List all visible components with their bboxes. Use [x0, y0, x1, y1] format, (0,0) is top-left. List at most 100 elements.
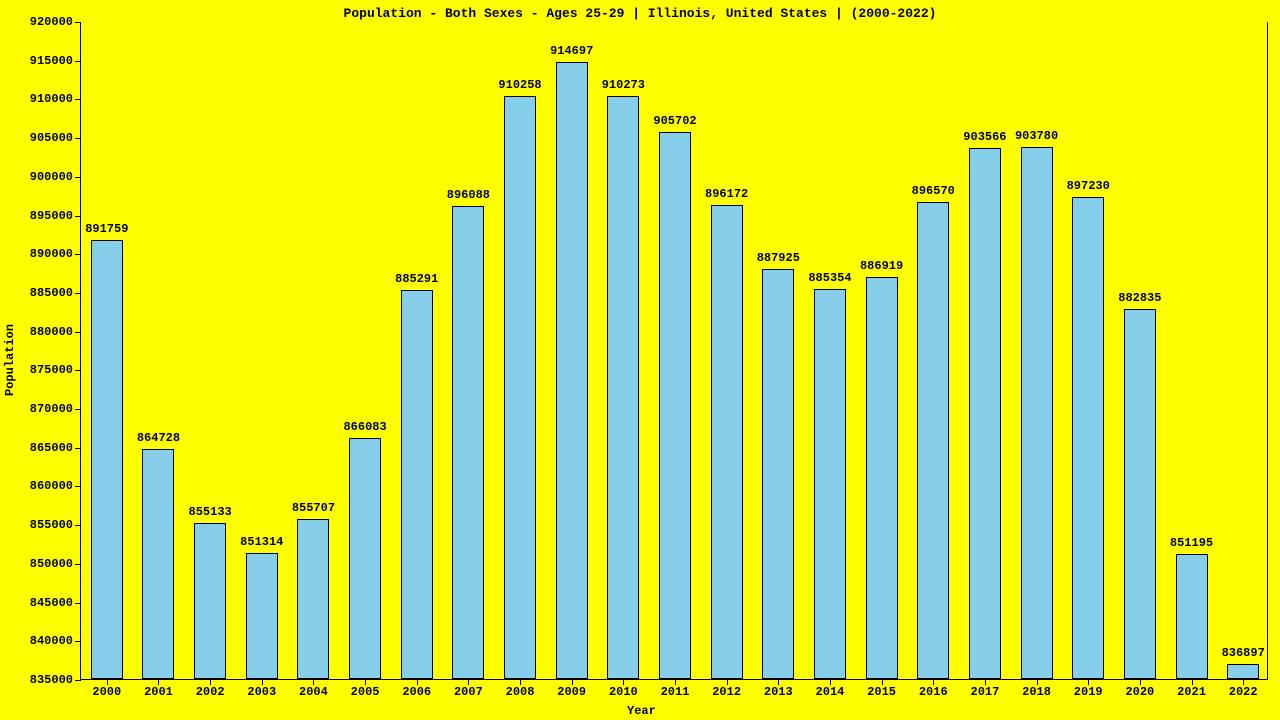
y-tick-label: 840000	[30, 634, 73, 648]
bar-value-label: 896172	[705, 187, 748, 201]
y-tick	[75, 680, 81, 681]
y-tick	[75, 641, 81, 642]
x-tick-label: 2000	[92, 685, 121, 699]
bar	[142, 449, 174, 679]
y-tick-label: 865000	[30, 441, 73, 455]
bar-value-label: 896570	[912, 184, 955, 198]
y-tick-label: 895000	[30, 209, 73, 223]
y-tick	[75, 370, 81, 371]
y-tick	[75, 254, 81, 255]
y-tick	[75, 61, 81, 62]
bar-value-label: 887925	[757, 251, 800, 265]
bar-value-label: 885354	[808, 271, 851, 285]
x-tick-label: 2020	[1125, 685, 1154, 699]
y-tick	[75, 332, 81, 333]
bar-value-label: 910273	[602, 78, 645, 92]
bar	[607, 96, 639, 679]
x-tick-label: 2009	[557, 685, 586, 699]
x-tick-label: 2010	[609, 685, 638, 699]
x-tick-label: 2003	[247, 685, 276, 699]
x-tick-label: 2008	[506, 685, 535, 699]
y-tick	[75, 293, 81, 294]
y-tick-label: 835000	[30, 673, 73, 687]
bar	[917, 202, 949, 679]
bar-value-label: 905702	[653, 114, 696, 128]
x-tick-label: 2014	[816, 685, 845, 699]
bar	[969, 148, 1001, 679]
x-tick-label: 2011	[661, 685, 690, 699]
x-tick-label: 2021	[1177, 685, 1206, 699]
y-tick	[75, 409, 81, 410]
bar-value-label: 855133	[189, 505, 232, 519]
x-tick-label: 2001	[144, 685, 173, 699]
y-tick-label: 855000	[30, 518, 73, 532]
y-tick-label: 875000	[30, 363, 73, 377]
y-tick-label: 885000	[30, 286, 73, 300]
bar	[711, 205, 743, 679]
bar	[1227, 664, 1259, 679]
y-tick-label: 870000	[30, 402, 73, 416]
bar	[1072, 197, 1104, 679]
bar-value-label: 864728	[137, 431, 180, 445]
bar	[866, 277, 898, 679]
x-tick-label: 2006	[402, 685, 431, 699]
bar-value-label: 910258	[498, 78, 541, 92]
bar-value-label: 882835	[1118, 291, 1161, 305]
bar	[297, 519, 329, 679]
x-tick-label: 2015	[867, 685, 896, 699]
bar-value-label: 836897	[1222, 646, 1265, 660]
x-tick-label: 2007	[454, 685, 483, 699]
x-tick-label: 2004	[299, 685, 328, 699]
bar	[91, 240, 123, 679]
bar-value-label: 885291	[395, 272, 438, 286]
x-tick-label: 2019	[1074, 685, 1103, 699]
bar	[762, 269, 794, 679]
bar	[1176, 554, 1208, 679]
bar	[246, 553, 278, 679]
y-tick-label: 920000	[30, 15, 73, 29]
x-axis-label: Year	[627, 704, 656, 718]
plot-area: 8350008400008450008500008550008600008650…	[80, 22, 1268, 680]
bar	[401, 290, 433, 679]
x-tick-label: 2017	[971, 685, 1000, 699]
bar-value-label: 851314	[240, 535, 283, 549]
bar-value-label: 886919	[860, 259, 903, 273]
bar-value-label: 914697	[550, 44, 593, 58]
y-axis-label: Population	[3, 324, 17, 396]
x-tick-label: 2018	[1022, 685, 1051, 699]
x-tick-label: 2002	[196, 685, 225, 699]
bar	[194, 523, 226, 679]
y-tick	[75, 486, 81, 487]
y-tick-label: 860000	[30, 479, 73, 493]
y-tick-label: 905000	[30, 131, 73, 145]
y-tick-label: 900000	[30, 170, 73, 184]
bar-value-label: 855707	[292, 501, 335, 515]
bar-value-label: 891759	[85, 222, 128, 236]
bar	[452, 206, 484, 679]
bar-value-label: 903780	[1015, 129, 1058, 143]
bar-value-label: 866083	[343, 420, 386, 434]
bar	[814, 289, 846, 679]
bar	[1021, 147, 1053, 679]
x-tick-label: 2012	[712, 685, 741, 699]
x-tick-label: 2013	[764, 685, 793, 699]
y-tick	[75, 138, 81, 139]
y-tick-label: 880000	[30, 325, 73, 339]
bar-value-label: 851195	[1170, 536, 1213, 550]
y-tick	[75, 22, 81, 23]
bar-value-label: 903566	[963, 130, 1006, 144]
x-tick-label: 2022	[1229, 685, 1258, 699]
bar	[1124, 309, 1156, 679]
chart-title: Population - Both Sexes - Ages 25-29 | I…	[0, 6, 1280, 21]
y-tick-label: 915000	[30, 54, 73, 68]
y-tick	[75, 177, 81, 178]
y-tick	[75, 603, 81, 604]
y-tick	[75, 216, 81, 217]
y-tick-label: 845000	[30, 596, 73, 610]
y-tick	[75, 448, 81, 449]
y-tick-label: 910000	[30, 92, 73, 106]
bar	[556, 62, 588, 679]
y-tick	[75, 99, 81, 100]
y-tick-label: 890000	[30, 247, 73, 261]
bar	[349, 438, 381, 679]
